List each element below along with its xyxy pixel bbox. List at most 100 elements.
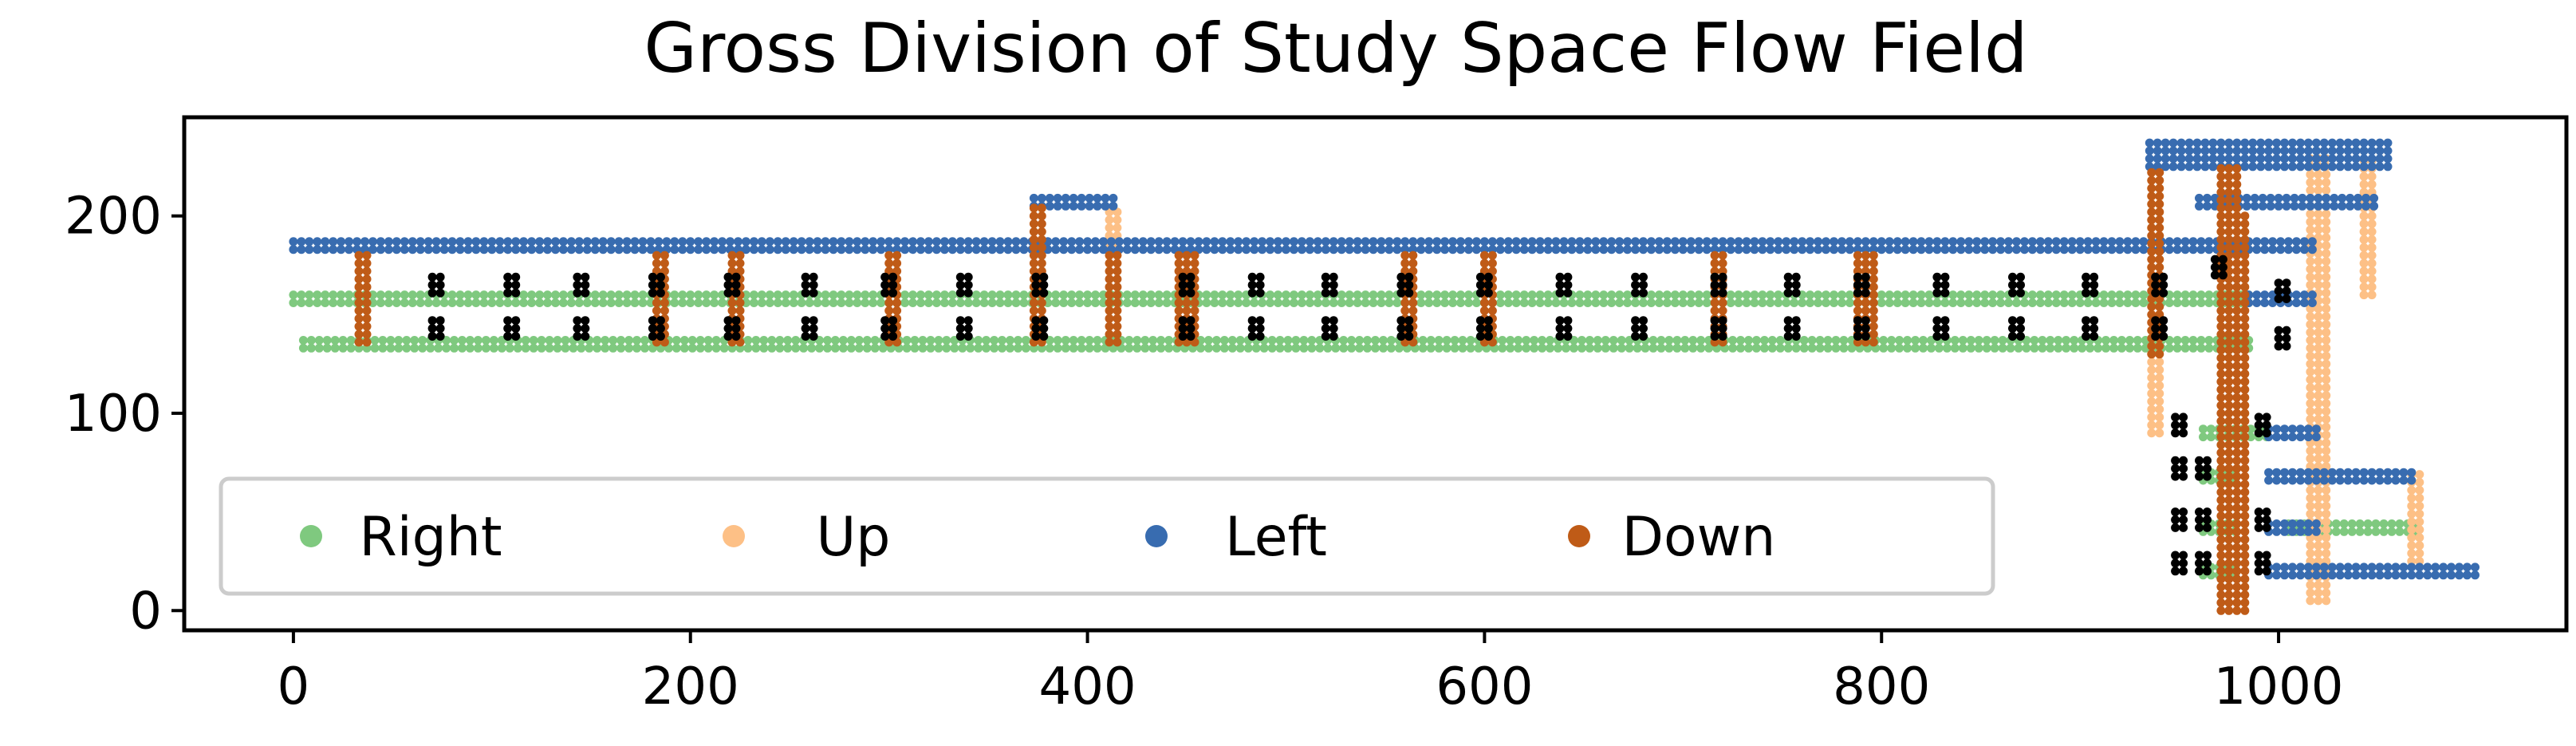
junction-point: [1710, 316, 1719, 326]
left-point: [1353, 237, 1362, 247]
junction-point: [1178, 288, 1188, 298]
left-point: [543, 245, 552, 255]
right-point: [616, 336, 626, 345]
left-point: [765, 245, 774, 255]
right-point: [2070, 343, 2079, 353]
junction-point: [2274, 334, 2283, 343]
left-point: [2280, 570, 2289, 580]
up-point: [2367, 282, 2377, 292]
right-point: [416, 290, 425, 300]
right-point: [606, 290, 616, 300]
right-point: [450, 336, 459, 345]
left-point: [2311, 424, 2321, 434]
right-point: [1887, 336, 1897, 345]
right-point: [773, 290, 782, 300]
left-point: [305, 245, 314, 255]
down-point: [354, 251, 364, 260]
right-point: [1450, 343, 1459, 353]
up-point: [2407, 485, 2416, 495]
right-point: [743, 336, 753, 345]
right-point: [473, 343, 483, 353]
right-point: [1656, 336, 1666, 345]
junction-point: [2262, 420, 2271, 430]
down-point: [660, 259, 669, 268]
right-point: [2331, 519, 2341, 528]
junction-point: [888, 324, 898, 334]
right-point: [1003, 290, 1013, 300]
left-point: [1837, 245, 1846, 255]
down-point: [1105, 274, 1114, 284]
left-point: [463, 245, 473, 255]
right-point: [1942, 343, 1952, 353]
up-point: [2306, 336, 2315, 345]
down-point: [2216, 598, 2226, 607]
down-point: [2224, 487, 2234, 497]
right-point: [759, 343, 769, 353]
right-point: [2196, 343, 2206, 353]
left-point: [2431, 562, 2440, 572]
junction-point: [2262, 559, 2271, 568]
left-point: [765, 237, 774, 247]
up-point: [2407, 525, 2416, 535]
left-point: [1416, 237, 1426, 247]
left-point: [1750, 245, 1759, 255]
left-point: [845, 237, 854, 247]
up-point: [2306, 367, 2315, 377]
up-point: [2322, 454, 2331, 464]
up-point: [2322, 288, 2331, 298]
left-point: [646, 245, 656, 255]
junction-point: [427, 324, 437, 334]
right-point: [1807, 343, 1817, 353]
down-point: [1869, 330, 1878, 339]
left-point: [2153, 154, 2162, 164]
left-point: [2160, 154, 2170, 164]
junction-point: [648, 288, 657, 298]
junction-point: [1791, 316, 1801, 326]
left-point: [670, 245, 679, 255]
right-point: [1242, 298, 1251, 307]
left-point: [416, 237, 425, 247]
left-point: [1678, 245, 1688, 255]
left-point: [2375, 146, 2385, 156]
up-point: [2322, 549, 2331, 558]
right-point: [638, 298, 648, 307]
right-point: [854, 343, 864, 353]
right-point: [386, 336, 396, 345]
left-point: [1432, 245, 1442, 255]
right-point: [527, 298, 537, 307]
down-point: [1861, 259, 1870, 268]
down-point: [2240, 551, 2250, 560]
right-point: [1234, 290, 1243, 300]
up-point: [2314, 186, 2323, 195]
right-point: [574, 298, 584, 307]
junction-point: [2203, 472, 2212, 481]
left-point: [2160, 162, 2170, 172]
left-point: [869, 245, 878, 255]
down-point: [2216, 527, 2226, 536]
right-point: [345, 290, 354, 300]
down-point: [727, 298, 737, 307]
down-point: [1869, 322, 1878, 331]
junction-point: [2090, 332, 2099, 341]
down-point: [2224, 535, 2234, 544]
right-point: [1893, 290, 1902, 300]
left-point: [2296, 154, 2305, 164]
left-point: [1686, 245, 1696, 255]
left-point: [2282, 201, 2291, 211]
left-point: [1726, 245, 1735, 255]
left-point: [916, 237, 925, 247]
right-point: [529, 336, 538, 345]
left-point: [2242, 201, 2251, 211]
left-point: [2296, 562, 2305, 572]
down-point: [354, 290, 364, 300]
left-point: [2027, 245, 2037, 255]
right-point: [1503, 290, 1513, 300]
right-point: [1148, 343, 1158, 353]
down-point: [2147, 199, 2157, 209]
right-point: [1607, 298, 1617, 307]
down-point: [2155, 302, 2164, 311]
up-point: [2314, 383, 2323, 393]
down-point: [2224, 519, 2234, 528]
junction-point: [648, 272, 657, 282]
left-point: [2059, 245, 2069, 255]
